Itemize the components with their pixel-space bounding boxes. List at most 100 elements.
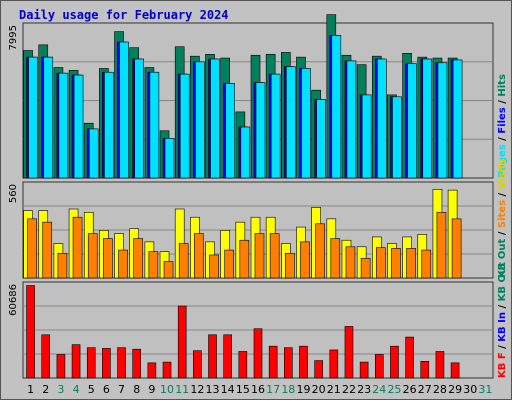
- bar-pages-day-2: [43, 56, 54, 179]
- bar-kbytes-day-15: [238, 351, 248, 379]
- bar-kbytes-day-28: [435, 351, 445, 379]
- bar-kbytes-day-1: [26, 285, 35, 379]
- legend-hits-files-pages: Pages / Files / Hits: [497, 74, 508, 178]
- bar-pages-day-5: [88, 128, 99, 179]
- bar-kbytes-day-3: [56, 354, 66, 379]
- bar-sites-day-11: [178, 243, 189, 279]
- bar-sites-day-27: [421, 249, 432, 279]
- bar-pages-day-17: [270, 73, 281, 179]
- tick-label-day-10: 10: [160, 383, 174, 396]
- bar-sites-day-6: [103, 238, 113, 279]
- bar-sites-day-5: [87, 233, 98, 279]
- bar-pages-day-19: [301, 68, 311, 179]
- bar-pages-day-7: [119, 41, 129, 179]
- tick-label-day-26: 26: [403, 383, 417, 396]
- tick-label-day-29: 29: [448, 383, 462, 396]
- tick-label-day-3: 3: [57, 383, 64, 396]
- bar-kbytes-day-11: [177, 305, 187, 379]
- bar-sites-day-22: [345, 246, 356, 279]
- tick-label-day-23: 23: [357, 383, 371, 396]
- tick-label-day-28: 28: [433, 383, 447, 396]
- bar-kbytes-day-13: [208, 334, 217, 379]
- tick-label-day-24: 24: [372, 383, 386, 396]
- tick-label-day-18: 18: [281, 383, 295, 396]
- bar-sites-day-15: [239, 239, 250, 279]
- bar-sites-day-17: [269, 233, 280, 279]
- bar-sites-day-24: [375, 247, 386, 279]
- bar-kbytes-day-8: [132, 348, 142, 379]
- bar-pages-day-13: [210, 58, 220, 179]
- bar-sites-day-26: [406, 248, 416, 279]
- bar-sites-day-16: [254, 233, 265, 279]
- bar-pages-day-21: [331, 35, 342, 179]
- bar-pages-day-29: [452, 59, 463, 179]
- max-label-kbytes: 60686: [8, 284, 19, 316]
- bar-sites-day-1: [27, 218, 37, 279]
- max-label-visits-sites: 560: [8, 184, 19, 203]
- tick-label-day-25: 25: [387, 383, 401, 396]
- tick-label-day-30: 30: [463, 383, 477, 396]
- bar-kbytes-day-25: [390, 345, 399, 379]
- bar-pages-day-10: [164, 138, 175, 179]
- bar-sites-day-8: [133, 238, 144, 279]
- tick-label-day-19: 19: [296, 383, 310, 396]
- bar-pages-day-4: [73, 74, 84, 179]
- bar-pages-day-28: [437, 62, 448, 179]
- tick-label-day-8: 8: [133, 383, 140, 396]
- bar-sites-day-18: [285, 253, 295, 279]
- bar-sites-day-3: [57, 253, 68, 279]
- tick-label-day-9: 9: [148, 383, 155, 396]
- tick-label-day-7: 7: [118, 383, 125, 396]
- chart-title: Daily usage for February 2024: [19, 8, 229, 22]
- bar-kbytes-day-22: [344, 326, 354, 379]
- bar-sites-day-7: [118, 249, 128, 279]
- bar-pages-day-24: [376, 58, 387, 179]
- bar-sites-day-19: [300, 241, 310, 279]
- bar-sites-day-29: [451, 218, 462, 279]
- tick-label-day-17: 17: [266, 383, 280, 396]
- bar-kbytes-day-27: [420, 361, 430, 379]
- bar-pages-day-12: [195, 61, 205, 179]
- tick-label-day-16: 16: [251, 383, 265, 396]
- bar-pages-day-23: [361, 94, 372, 179]
- tick-label-day-1: 1: [27, 383, 34, 396]
- bar-kbytes-day-12: [193, 350, 202, 379]
- bar-kbytes-day-2: [41, 334, 51, 379]
- legend-kbytes: KB F / KB In / KB Out: [497, 262, 508, 378]
- tick-label-day-14: 14: [221, 383, 235, 396]
- bar-sites-day-4: [72, 216, 83, 279]
- tick-label-day-22: 22: [342, 383, 356, 396]
- tick-label-day-21: 21: [327, 383, 341, 396]
- bar-sites-day-9: [148, 251, 159, 279]
- bar-pages-day-11: [179, 73, 190, 179]
- tick-label-day-20: 20: [312, 383, 326, 396]
- bar-pages-day-16: [255, 82, 266, 179]
- bar-kbytes-day-23: [359, 361, 369, 379]
- tick-label-day-11: 11: [175, 383, 189, 396]
- bar-sites-day-28: [436, 211, 447, 279]
- bar-sites-day-20: [315, 223, 325, 279]
- bar-pages-day-26: [407, 63, 417, 179]
- bar-pages-day-18: [286, 66, 296, 179]
- bar-sites-day-12: [194, 233, 204, 279]
- bar-kbytes-day-18: [284, 347, 293, 379]
- bar-kbytes-day-19: [299, 345, 308, 379]
- bar-pages-day-22: [346, 60, 357, 179]
- bar-kbytes-day-7: [117, 347, 126, 379]
- bar-kbytes-day-21: [329, 349, 339, 379]
- bar-pages-day-9: [149, 71, 160, 179]
- bar-sites-day-14: [224, 249, 234, 279]
- bar-sites-day-2: [42, 221, 53, 279]
- tick-label-day-15: 15: [236, 383, 250, 396]
- bar-kbytes-day-4: [71, 344, 81, 379]
- bar-sites-day-23: [360, 257, 371, 279]
- bar-kbytes-day-24: [374, 354, 384, 379]
- bar-kbytes-day-29: [450, 362, 460, 379]
- legend-visits-sites: KB Out / Sites / Visits: [497, 158, 508, 278]
- bar-sites-day-21: [330, 238, 341, 279]
- tick-label-day-5: 5: [88, 383, 95, 396]
- bar-pages-day-27: [422, 58, 433, 179]
- bar-pages-day-15: [240, 126, 251, 179]
- bar-kbytes-day-9: [147, 362, 157, 379]
